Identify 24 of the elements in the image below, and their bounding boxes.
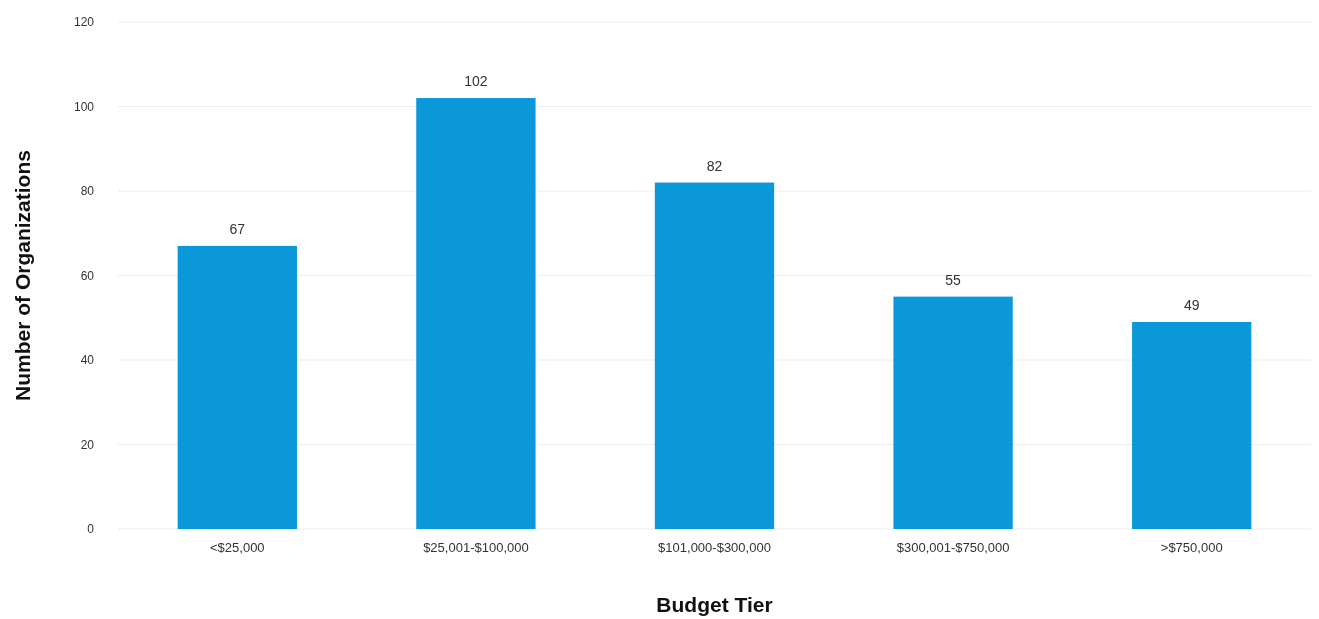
bar	[893, 296, 1013, 529]
y-tick-label: 80	[80, 184, 95, 199]
y-axis-title: Number of Organizations	[11, 150, 34, 401]
data-label: 55	[945, 271, 962, 288]
x-tick-label: <$25,000	[210, 540, 265, 556]
x-tick-label: $101,000-$300,000	[658, 540, 771, 556]
x-tick-label: $300,001-$750,000	[896, 540, 1010, 556]
y-tick-label: 60	[80, 268, 95, 283]
y-tick-label: 0	[87, 522, 95, 537]
bar	[416, 98, 536, 529]
data-label: 102	[464, 73, 488, 90]
y-tick-label: 100	[73, 99, 95, 114]
x-tick-label: >$750,000	[1160, 540, 1223, 556]
y-tick-label: 20	[80, 437, 95, 452]
x-tick-label: $25,001-$100,000	[423, 540, 529, 556]
y-tick-label: 40	[80, 353, 95, 368]
bar	[654, 182, 775, 529]
data-label: 67	[229, 220, 246, 237]
x-axis-title: Budget Tier	[656, 593, 773, 616]
bar	[177, 245, 297, 529]
y-tick-label: 120	[73, 15, 95, 30]
bar	[1132, 321, 1252, 529]
data-label: 49	[1183, 296, 1200, 313]
data-label: 82	[706, 157, 723, 174]
